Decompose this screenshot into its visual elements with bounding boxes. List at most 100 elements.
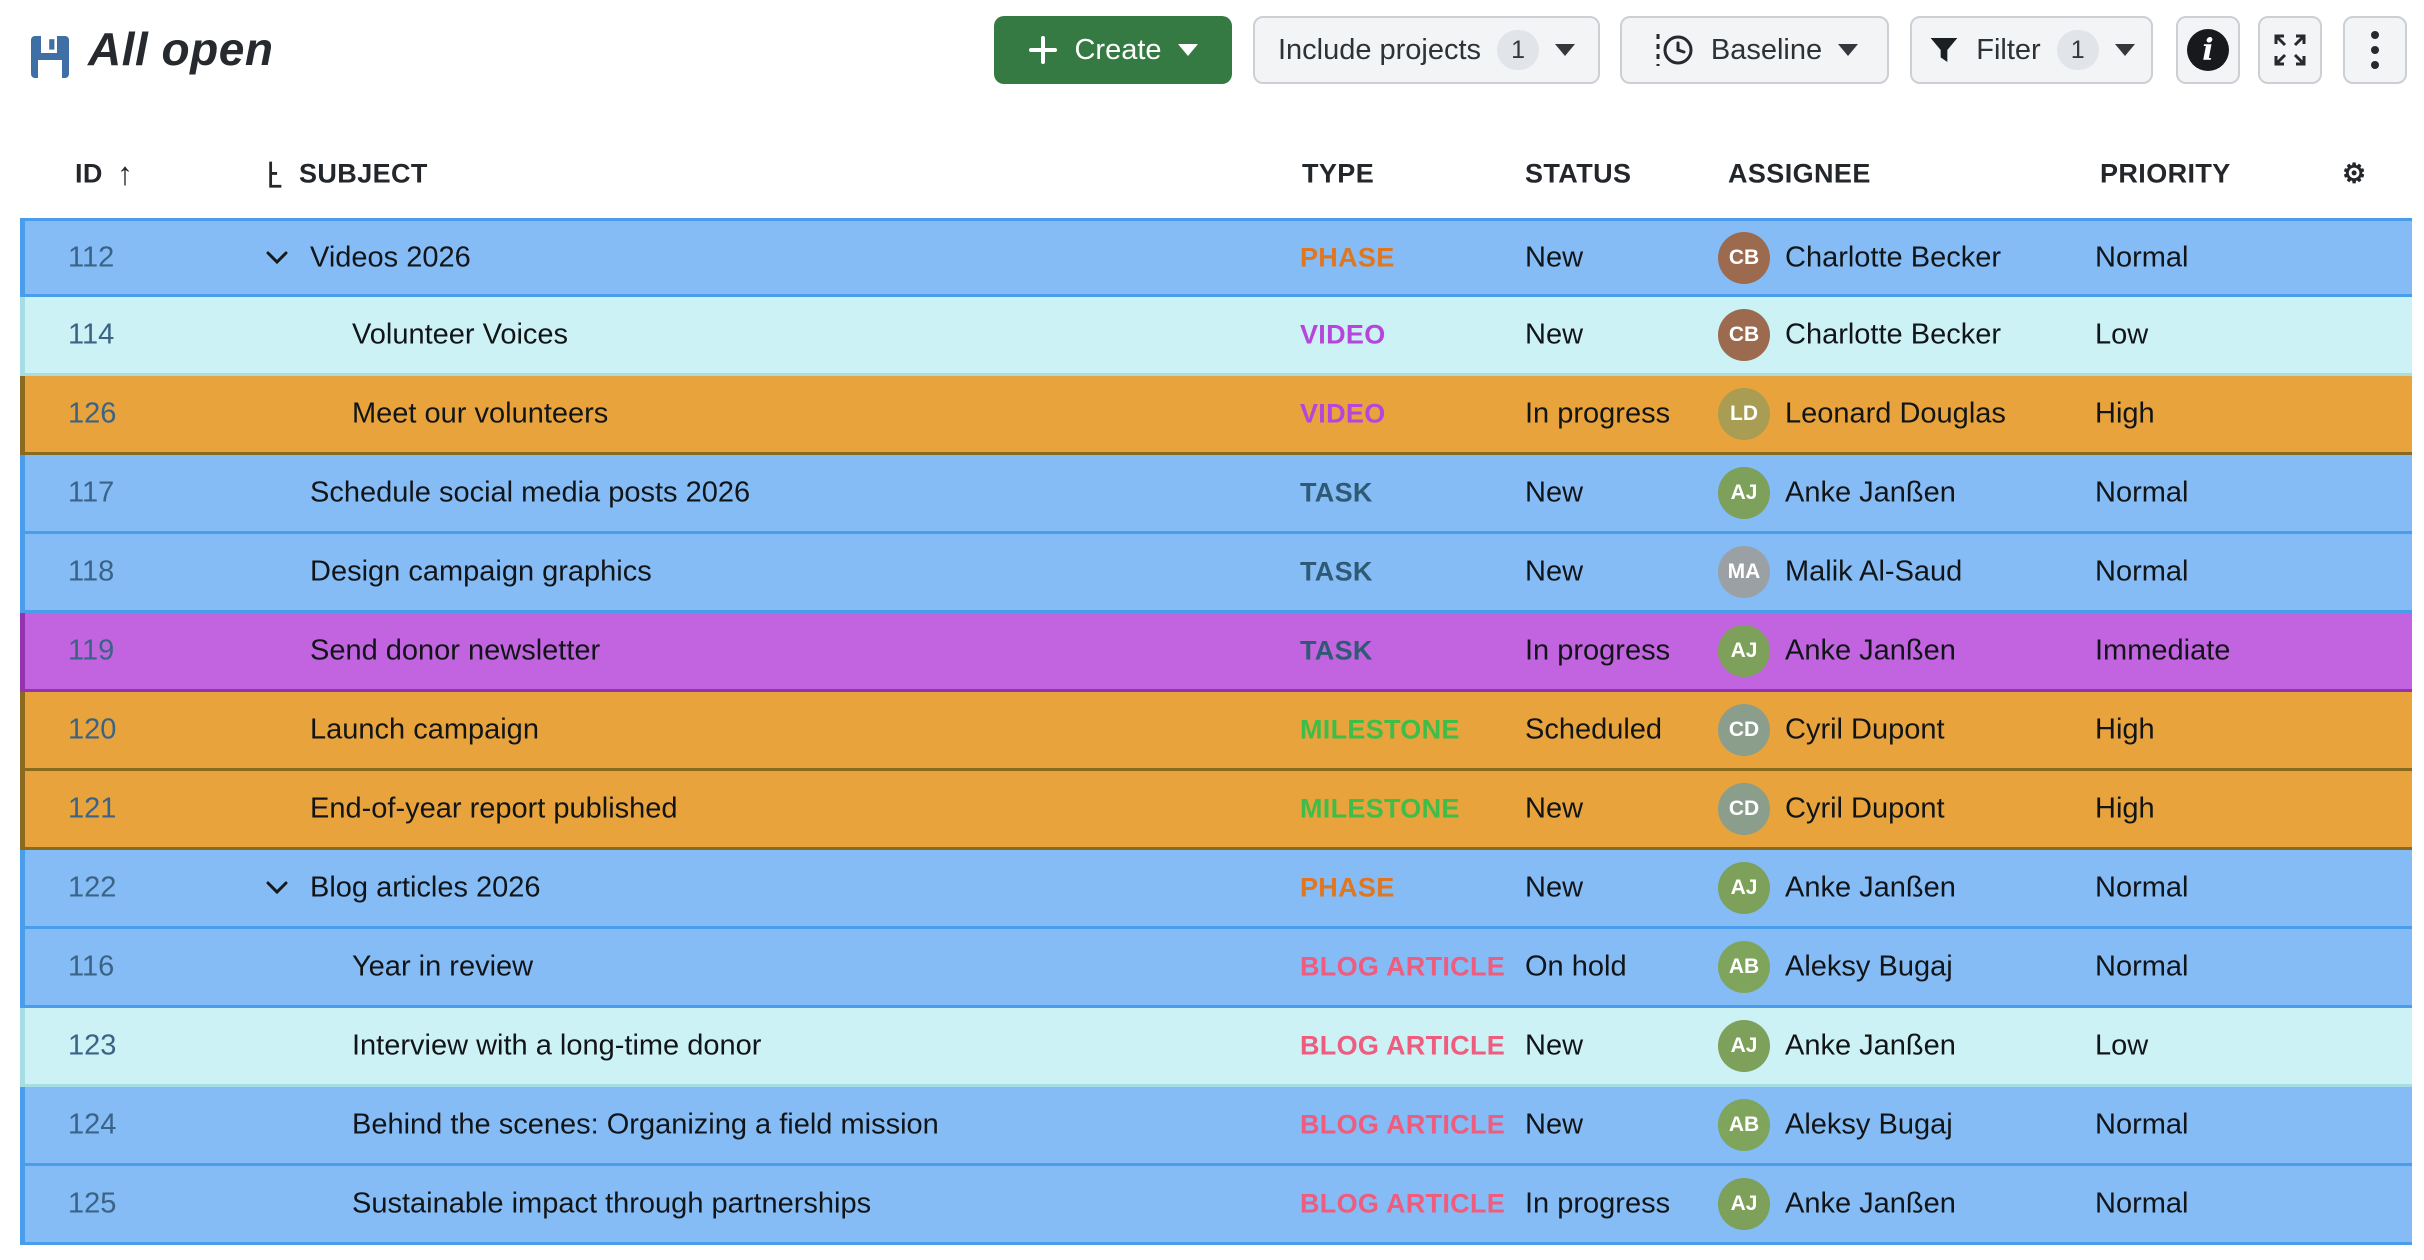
work-package-subject[interactable]: Interview with a long-time donor: [352, 1029, 762, 1062]
work-package-id-link[interactable]: 112: [68, 241, 115, 273]
work-package-status: On hold: [1525, 950, 1627, 983]
work-package-status: In progress: [1525, 634, 1671, 667]
work-package-status: New: [1525, 792, 1584, 825]
table-row[interactable]: 114 Volunteer Voices VIDEO New CB Charlo…: [20, 297, 2412, 376]
work-package-subject[interactable]: Sustainable impact through partnerships: [352, 1187, 872, 1220]
info-icon: i: [2187, 29, 2229, 71]
table-row[interactable]: 124 Behind the scenes: Organizing a fiel…: [20, 1087, 2412, 1166]
column-header-id[interactable]: ID ↑: [75, 155, 134, 192]
work-package-priority: Normal: [2095, 476, 2189, 509]
work-package-subject[interactable]: End-of-year report published: [310, 792, 678, 825]
table-row[interactable]: 122 Blog articles 2026 PHASE New AJ Anke…: [20, 850, 2412, 929]
collapse-chevron-icon[interactable]: [265, 879, 291, 897]
work-package-priority: Low: [2095, 1029, 2149, 1062]
column-header-status[interactable]: STATUS: [1525, 158, 1632, 189]
table-row[interactable]: 125 Sustainable impact through partnersh…: [20, 1166, 2412, 1245]
baseline-clock-icon: [1656, 34, 1693, 66]
column-header-assignee[interactable]: ASSIGNEE: [1728, 158, 1871, 189]
work-package-subject[interactable]: Behind the scenes: Organizing a field mi…: [352, 1108, 939, 1141]
collapse-chevron-icon[interactable]: [265, 249, 291, 267]
assignee-avatar: AJ: [1718, 467, 1770, 519]
table-row[interactable]: 119 Send donor newsletter TASK In progre…: [20, 613, 2412, 692]
work-package-subject[interactable]: Schedule social media posts 2026: [310, 476, 751, 509]
work-package-table: 112 Videos 2026 PHASE New CB Charlotte B…: [0, 218, 2424, 1245]
filter-button[interactable]: Filter 1: [1910, 16, 2153, 84]
assignee-avatar: AJ: [1718, 1020, 1770, 1072]
table-row[interactable]: 121 End-of-year report published MILESTO…: [20, 771, 2412, 850]
work-package-type: VIDEO: [1300, 398, 1386, 429]
work-package-id-link[interactable]: 126: [68, 397, 117, 430]
fullscreen-button[interactable]: [2258, 16, 2322, 84]
table-row[interactable]: 120 Launch campaign MILESTONE Scheduled …: [20, 692, 2412, 771]
table-row[interactable]: 116 Year in review BLOG ARTICLE On hold …: [20, 929, 2412, 1008]
work-package-type: BLOG ARTICLE: [1300, 1109, 1506, 1140]
work-package-id-link[interactable]: 114: [68, 318, 115, 351]
table-row[interactable]: 118 Design campaign graphics TASK New MA…: [20, 534, 2412, 613]
work-package-subject[interactable]: Launch campaign: [310, 713, 539, 746]
column-header-subject[interactable]: SUBJECT: [263, 159, 428, 190]
assignee-name: Cyril Dupont: [1785, 792, 1945, 825]
work-package-id-link[interactable]: 119: [68, 634, 115, 667]
work-package-status: New: [1525, 1029, 1584, 1062]
work-package-priority: Immediate: [2095, 634, 2231, 667]
page-title: All open: [88, 23, 274, 75]
work-package-status: New: [1525, 1108, 1584, 1141]
work-package-priority: Normal: [2095, 555, 2189, 588]
work-package-type: VIDEO: [1300, 319, 1386, 350]
work-package-subject[interactable]: Videos 2026: [310, 241, 471, 273]
work-package-type: BLOG ARTICLE: [1300, 951, 1506, 982]
work-package-id-link[interactable]: 116: [68, 950, 115, 983]
work-package-subject[interactable]: Send donor newsletter: [310, 634, 601, 667]
work-package-id-link[interactable]: 117: [68, 476, 115, 509]
work-package-type: BLOG ARTICLE: [1300, 1030, 1506, 1061]
assignee-name: Charlotte Becker: [1785, 318, 2001, 351]
work-package-type: TASK: [1300, 477, 1373, 508]
assignee-avatar: LD: [1718, 388, 1770, 440]
work-package-type: TASK: [1300, 635, 1373, 666]
work-package-subject[interactable]: Year in review: [352, 950, 534, 983]
assignee-name: Charlotte Becker: [1785, 241, 2001, 273]
filter-funnel-icon: [1930, 38, 1958, 62]
assignee-name: Anke Janßen: [1785, 476, 1956, 509]
save-view-icon[interactable]: [30, 34, 70, 80]
work-package-id-link[interactable]: 122: [68, 871, 117, 904]
table-row[interactable]: 126 Meet our volunteers VIDEO In progres…: [20, 376, 2412, 455]
column-header-priority[interactable]: PRIORITY: [2100, 158, 2231, 189]
work-package-id-link[interactable]: 120: [68, 713, 117, 746]
column-header-type[interactable]: TYPE: [1302, 158, 1375, 189]
table-row[interactable]: 112 Videos 2026 PHASE New CB Charlotte B…: [20, 218, 2412, 297]
work-package-subject[interactable]: Design campaign graphics: [310, 555, 652, 588]
work-package-subject[interactable]: Volunteer Voices: [352, 318, 569, 351]
info-button[interactable]: i: [2176, 16, 2240, 84]
include-projects-button[interactable]: Include projects 1: [1253, 16, 1600, 84]
create-button[interactable]: Create: [994, 16, 1232, 84]
work-package-id-link[interactable]: 121: [68, 792, 117, 825]
table-row[interactable]: 123 Interview with a long-time donor BLO…: [20, 1008, 2412, 1087]
work-package-id-link[interactable]: 123: [68, 1029, 117, 1062]
work-package-subject[interactable]: Blog articles 2026: [310, 871, 541, 904]
assignee-name: Anke Janßen: [1785, 871, 1956, 904]
work-package-priority: Normal: [2095, 950, 2189, 983]
assignee-avatar: CD: [1718, 783, 1770, 835]
work-package-priority: Normal: [2095, 871, 2189, 904]
baseline-button[interactable]: Baseline: [1620, 16, 1889, 84]
work-package-priority: High: [2095, 713, 2155, 746]
create-button-label: Create: [1074, 33, 1162, 66]
table-settings-gear-icon[interactable]: ⚙: [2342, 158, 2367, 189]
more-menu-button[interactable]: [2343, 16, 2407, 84]
assignee-avatar: AJ: [1718, 1178, 1770, 1230]
work-package-subject[interactable]: Meet our volunteers: [352, 397, 609, 430]
assignee-name: Anke Janßen: [1785, 1029, 1956, 1062]
work-package-status: New: [1525, 318, 1584, 351]
assignee-avatar: AJ: [1718, 862, 1770, 914]
fullscreen-arrows-icon: [2274, 34, 2306, 66]
assignee-avatar: AJ: [1718, 625, 1770, 677]
assignee-avatar: CD: [1718, 704, 1770, 756]
work-package-type: PHASE: [1300, 872, 1395, 903]
work-package-status: New: [1525, 555, 1584, 588]
work-package-id-link[interactable]: 124: [68, 1108, 117, 1141]
assignee-name: Anke Janßen: [1785, 634, 1956, 667]
work-package-id-link[interactable]: 125: [68, 1187, 117, 1220]
table-row[interactable]: 117 Schedule social media posts 2026 TAS…: [20, 455, 2412, 534]
work-package-id-link[interactable]: 118: [68, 555, 115, 588]
